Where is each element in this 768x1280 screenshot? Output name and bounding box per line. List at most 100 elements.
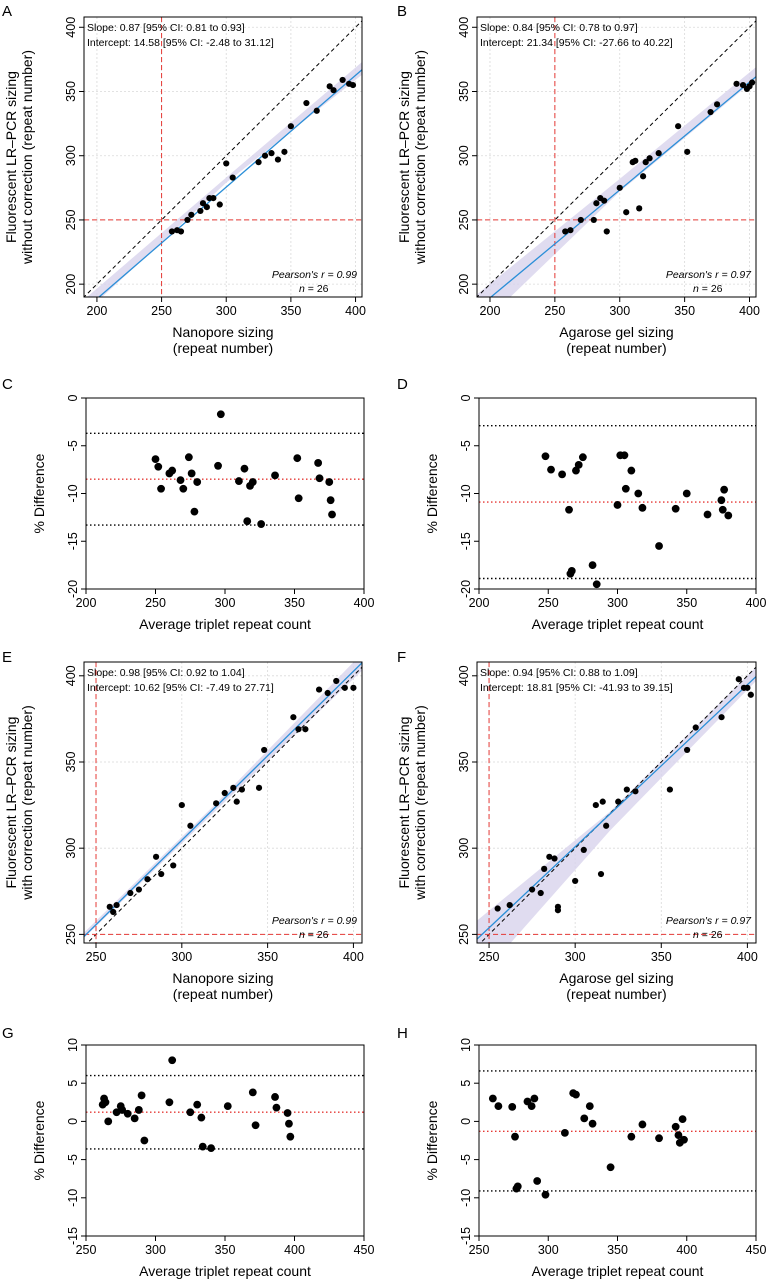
x-tick-label: 200: [469, 596, 490, 610]
data-point: [674, 1131, 683, 1140]
data-point: [634, 489, 643, 498]
data-point: [271, 471, 279, 480]
x-tick-label: 300: [565, 950, 586, 964]
data-point: [223, 1102, 232, 1111]
data-point: [703, 510, 712, 519]
data-point: [261, 152, 269, 159]
data-point: [744, 684, 751, 691]
y-tick-label: 350: [457, 752, 471, 773]
x-axis-label: Agarose gel sizing: [559, 970, 673, 986]
data-point: [494, 905, 501, 912]
data-point: [747, 691, 754, 698]
y-tick-label: 10: [459, 1038, 473, 1052]
y-tick-label: -15: [459, 1227, 473, 1245]
x-axis-label: Average triplet repeat count: [532, 616, 704, 632]
data-point: [197, 207, 204, 215]
regression-line: [84, 662, 362, 938]
data-point: [268, 150, 275, 157]
data-point: [530, 1094, 539, 1103]
y-tick-label: -15: [66, 1227, 80, 1245]
y-tick-label: 250: [457, 924, 471, 945]
data-point: [313, 107, 320, 114]
y-tick-label: -20: [459, 580, 473, 598]
pearson-r-text: Pearson's r = 0.99: [272, 915, 357, 927]
sample-size-equals: =: [699, 283, 711, 295]
regression-line: [489, 75, 756, 297]
pearson-r-equals: =: [325, 915, 337, 927]
data-point: [261, 746, 268, 754]
data-point: [558, 470, 566, 479]
data-point: [735, 676, 742, 683]
data-point: [572, 877, 579, 885]
data-point: [749, 79, 756, 86]
data-point: [590, 216, 597, 224]
data-point: [135, 886, 143, 893]
data-point: [101, 1098, 110, 1107]
data-point: [333, 677, 340, 685]
x-tick-label: 250: [76, 1243, 97, 1257]
data-point: [642, 159, 649, 166]
data-point: [508, 1102, 517, 1111]
y-axis-label: % Difference: [424, 453, 440, 533]
data-point: [199, 200, 207, 207]
data-point: [567, 566, 576, 575]
data-point: [603, 228, 610, 235]
data-point: [177, 228, 185, 235]
data-point: [168, 228, 176, 235]
data-point: [113, 901, 120, 909]
data-point: [283, 1109, 292, 1117]
y-tick-label: 10: [66, 1038, 80, 1052]
y-tick-label: 350: [64, 81, 78, 102]
y-tick-label: 300: [457, 838, 471, 859]
regression-annotation: Slope: 0.84 [95% CI: 0.78 to 0.97]: [480, 22, 638, 34]
y-tick-label: 400: [64, 665, 78, 686]
data-point: [684, 148, 691, 155]
x-tick-label: 400: [284, 1243, 305, 1257]
data-point: [118, 1106, 127, 1114]
y-tick-label: -10: [459, 1189, 473, 1207]
y-axis-label: without correction (repeat number): [412, 50, 428, 265]
data-point: [601, 197, 608, 204]
x-tick-label: 250: [86, 950, 107, 964]
pearson-r-label: Pearson's r: [272, 915, 325, 927]
data-point: [281, 148, 288, 155]
panel-h: 250 300 350 400 450 -15 -10 -5 0 5 10 Average tripl…: [397, 1025, 766, 1279]
data-point: [551, 855, 558, 862]
data-point: [178, 801, 185, 809]
data-point: [176, 476, 185, 485]
data-point: [184, 453, 193, 462]
data-point: [580, 1114, 589, 1123]
sample-size-text: n = 26: [693, 283, 723, 295]
data-point: [110, 908, 117, 916]
data-point: [717, 496, 726, 505]
regression-annotation: Intercept: 10.62 [95% CI: -7.49 to 27.71…: [87, 682, 274, 694]
data-point: [616, 184, 623, 191]
data-point: [223, 160, 230, 167]
panel-letter: C: [2, 376, 13, 393]
plot-frame: [85, 397, 365, 590]
data-point: [233, 798, 240, 805]
y-axis-label: without correction (repeat number): [19, 50, 35, 265]
x-axis-label: (repeat number): [566, 340, 666, 356]
data-point: [603, 822, 610, 829]
identity-line: [477, 20, 756, 297]
data-point: [303, 99, 310, 107]
y-tick-label: -20: [66, 580, 80, 598]
data-point: [529, 886, 536, 893]
data-point: [152, 853, 160, 860]
pearson-r-equals: =: [719, 269, 731, 281]
data-point: [588, 1119, 597, 1128]
y-tick-label: 200: [64, 274, 78, 295]
data-point: [137, 1091, 146, 1100]
data-point: [541, 1190, 550, 1199]
regression-annotation: Intercept: 21.34 [95% CI: -27.66 to 40.2…: [480, 37, 673, 49]
data-point: [567, 227, 574, 234]
x-tick-label: 400: [737, 950, 758, 964]
y-tick-label: -10: [66, 1189, 80, 1207]
data-point: [733, 80, 740, 87]
data-point: [655, 150, 662, 157]
data-point: [184, 216, 191, 224]
data-point: [197, 1113, 206, 1122]
regression-annotation: Intercept: 18.81 [95% CI: -41.93 to 39.1…: [480, 682, 673, 694]
